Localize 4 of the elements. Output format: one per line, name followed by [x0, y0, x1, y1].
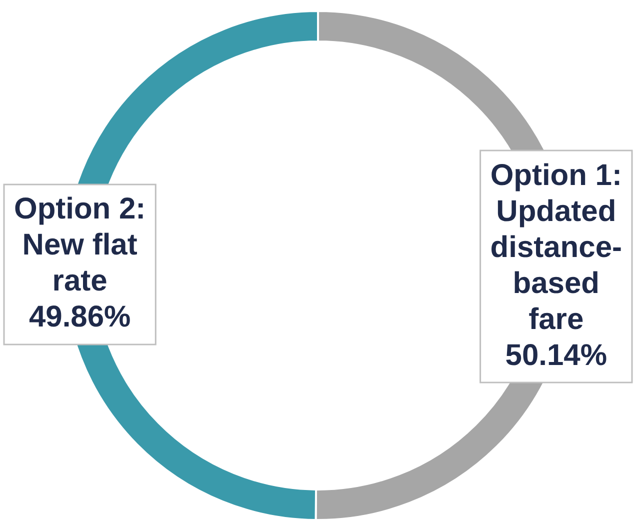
slice-label: Option 2: New flat rate: [14, 192, 146, 298]
data-label: 50.14%: [505, 338, 608, 372]
slice-label: Option 1: Updated distance-based fare: [490, 158, 622, 336]
data-label: 49.86%: [28, 300, 131, 334]
